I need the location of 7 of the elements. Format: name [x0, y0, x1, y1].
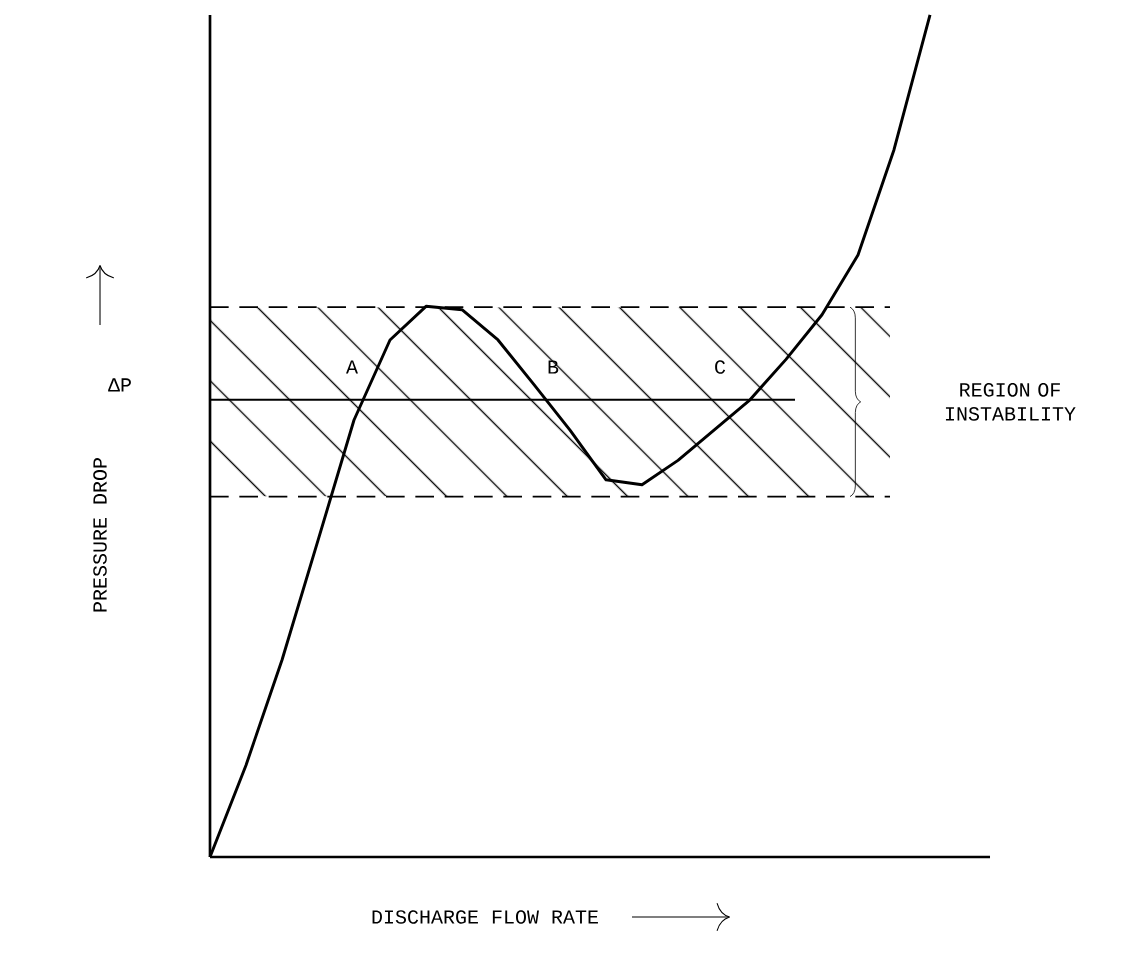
x-axis-title: DISCHARGE FLOW RATE: [372, 910, 598, 924]
annotation: A: [346, 360, 358, 374]
text: ΔP: [108, 378, 131, 392]
y-axis-title: PRESSURE DROP: [93, 458, 107, 612]
annotation: B: [548, 360, 559, 374]
annotation: C: [715, 360, 726, 374]
band-label: REGION OF INSTABILITY: [945, 383, 1076, 421]
